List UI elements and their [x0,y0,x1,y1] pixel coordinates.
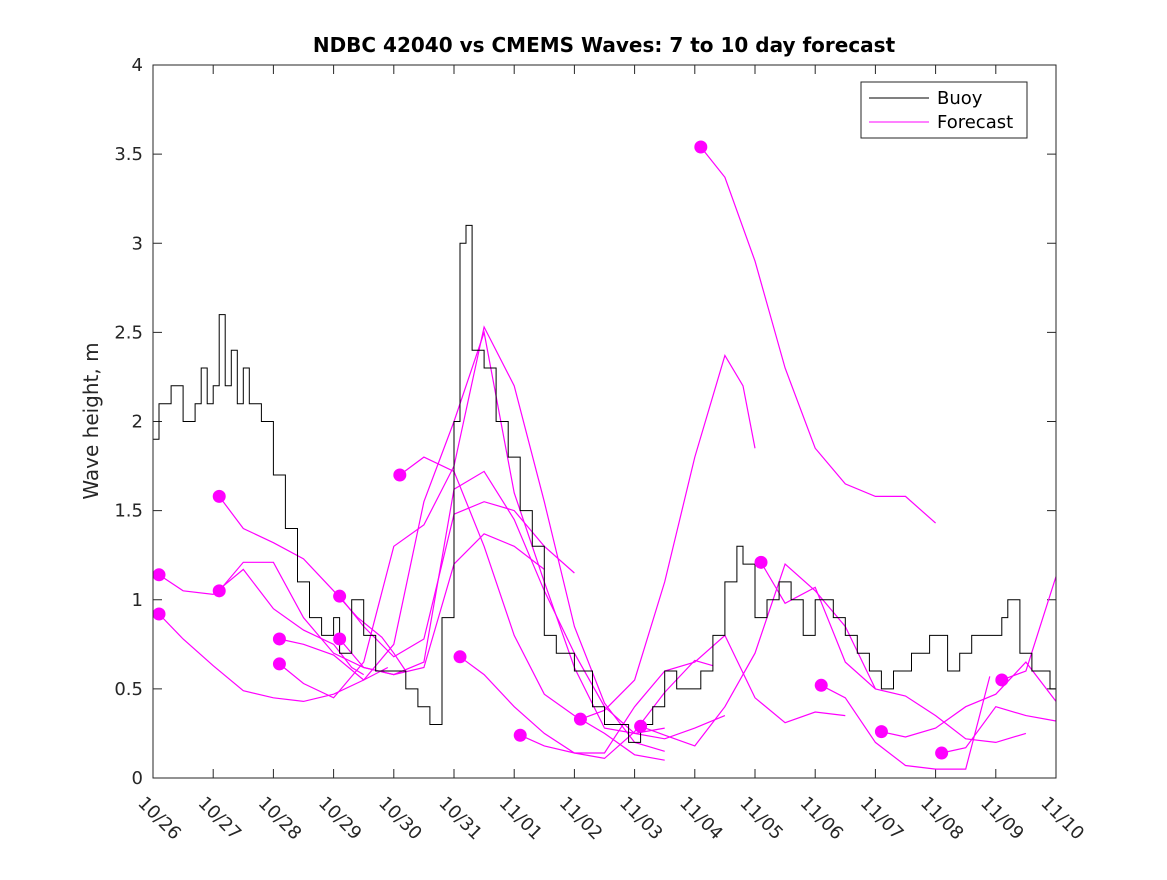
y-tick-labels: 0 0.5 1 1.5 2 2.5 3 3.5 4 [114,55,143,789]
forecast-start-marker [272,657,286,671]
forecast-line [519,634,846,754]
forecast-start-marker [333,589,347,603]
y-tick-label: 0 [132,768,143,789]
y-tick-label: 3 [132,233,143,254]
y-tick-label: 2 [132,412,143,433]
forecast-start-marker [935,746,949,760]
forecast-start-marker [694,140,708,154]
forecast-start-marker [995,673,1009,687]
forecast-start-marker [212,489,226,503]
forecast-line [881,661,1057,738]
forecast-start-marker [152,568,166,582]
forecast-start-marker [333,632,347,646]
forecast-start-marker [814,678,828,692]
y-tick-label: 3.5 [114,144,143,165]
y-tick-label: 1.5 [114,501,143,522]
forecast-line [760,561,1027,744]
forecast-line [158,568,365,676]
chart-title: NDBC 42040 vs CMEMS Waves: 7 to 10 day f… [313,33,896,57]
legend-box [860,81,1028,139]
marker-layer [152,140,1009,760]
forecast-start-marker [874,725,888,739]
forecast-start-marker [634,719,648,733]
y-axis-label: Wave height, m [79,342,103,499]
forecast-start-marker [272,632,286,646]
legend: Buoy Forecast [860,81,1028,139]
forecast-start-marker [453,650,467,664]
forecast-line [580,354,756,720]
forecast-line [339,470,726,740]
buoy-line [153,224,1057,743]
forecast-line [640,563,876,747]
y-tick-label: 0.5 [114,679,143,700]
forecast-line [279,325,665,752]
forecast-line [820,676,991,770]
plot-area [153,65,1056,778]
forecast-line [700,146,936,524]
forecast-line [279,330,665,735]
forecast-start-marker [152,607,166,621]
forecast-start-marker [393,468,407,482]
series-layer [153,146,1057,770]
forecast-line [941,706,1057,754]
legend-forecast-label: Forecast [937,112,1013,133]
y-tick-label: 4 [132,55,143,76]
y-tick-label: 2.5 [114,322,143,343]
plot-frame [152,64,1057,779]
forecast-start-marker [212,584,226,598]
forecast-start-marker [513,728,527,742]
forecast-line [218,496,407,672]
forecast-line [158,613,389,703]
y-tick-label: 1 [132,590,143,611]
forecast-line [459,656,714,760]
forecast-line [1001,576,1057,681]
forecast-line [399,456,665,761]
forecast-start-marker [573,712,587,726]
legend-buoy-label: Buoy [937,88,983,109]
forecast-start-marker [754,555,768,569]
